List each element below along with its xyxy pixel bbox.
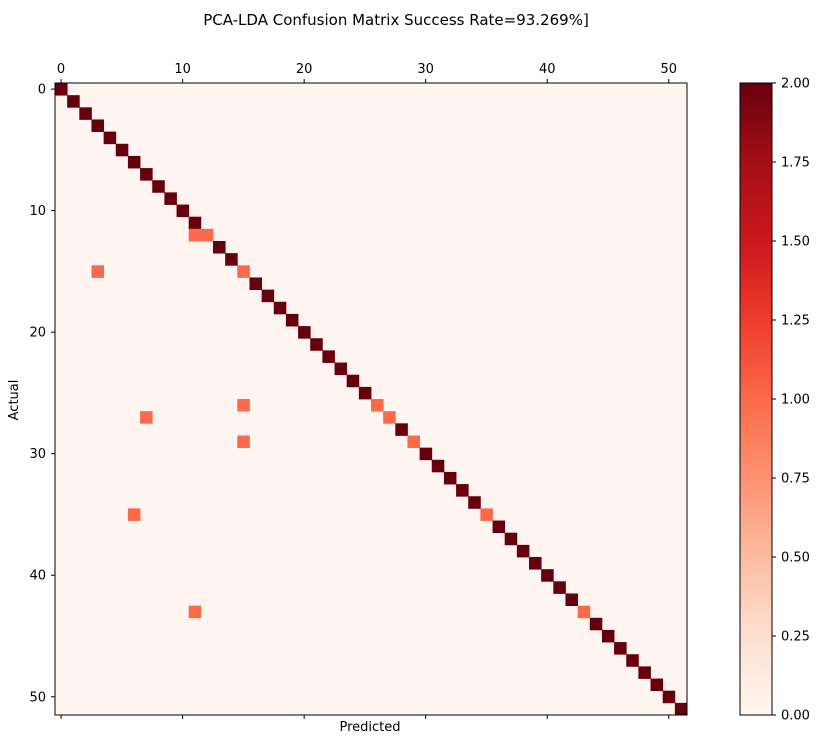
x-tick-label: 30 <box>417 62 434 77</box>
matrix-cell <box>516 544 530 558</box>
matrix-cell <box>237 399 250 412</box>
matrix-cell <box>200 228 214 242</box>
matrix-cell <box>431 459 445 473</box>
matrix-cell <box>565 593 579 607</box>
matrix-cell <box>237 435 250 449</box>
matrix-cell <box>55 83 68 96</box>
matrix-cell <box>285 313 299 327</box>
matrix-cell <box>298 326 311 339</box>
x-tick-label: 20 <box>296 62 313 77</box>
matrix-cell <box>662 690 676 704</box>
matrix-cell <box>310 338 323 351</box>
matrix-cell <box>650 678 664 692</box>
matrix-cell <box>443 471 457 485</box>
colorbar-tick-label: 1.25 <box>781 314 810 329</box>
matrix-frame <box>54 82 688 716</box>
matrix-cell <box>91 265 105 278</box>
matrix-cell <box>419 447 433 461</box>
matrix-cell <box>371 399 384 412</box>
matrix-cell <box>504 532 518 546</box>
y-axis-label: Actual <box>7 380 22 421</box>
x-axis-label: Predicted <box>339 720 400 735</box>
colorbar: 0.00 0.25 0.50 0.75 1.00 1.25 1.50 1.75 2.00 <box>739 77 810 724</box>
matrix-cell <box>67 95 80 108</box>
colorbar-gradient <box>739 82 773 716</box>
matrix-cell <box>577 605 591 619</box>
x-tick-label: 50 <box>660 62 677 77</box>
matrix-cell <box>674 702 688 716</box>
colorbar-tick-label: 1.75 <box>781 156 810 171</box>
colorbar-tick-label: 1.00 <box>781 393 810 408</box>
matrix-cell <box>115 143 129 157</box>
colorbar-tick-label: 2.00 <box>781 77 810 92</box>
matrix-cell <box>541 569 554 582</box>
matrix-cell <box>492 520 506 534</box>
matrix-cell <box>127 155 141 169</box>
matrix-cell <box>395 423 408 436</box>
matrix-cell <box>589 617 603 631</box>
matrix-cell <box>468 496 481 509</box>
y-tick-label: 30 <box>29 447 46 462</box>
matrix-cell <box>334 362 348 376</box>
matrix-cell <box>614 642 627 655</box>
y-tick-label: 50 <box>29 690 46 705</box>
matrix-cell <box>103 131 117 145</box>
matrix-cell <box>213 241 226 254</box>
matrix-cell <box>225 253 238 266</box>
matrix-cell <box>164 192 177 205</box>
matrix-cell <box>529 557 542 570</box>
matrix-cell <box>480 508 493 521</box>
matrix-cell <box>79 107 92 120</box>
matrix-cell <box>638 666 651 679</box>
matrix-cell <box>261 289 275 303</box>
matrix-cell <box>91 119 105 133</box>
y-tick-label: 10 <box>29 204 46 219</box>
matrix-cell <box>176 204 190 218</box>
matrix-cell <box>346 374 360 388</box>
matrix-cell <box>140 411 153 424</box>
matrix-cell <box>273 301 287 315</box>
matrix-cell <box>456 484 469 497</box>
matrix-cell <box>358 386 372 400</box>
matrix-cell <box>407 435 421 449</box>
x-tick-label: 0 <box>57 62 65 77</box>
matrix-cell <box>152 180 165 193</box>
x-tick-label: 40 <box>539 62 556 77</box>
colorbar-tick-label: 1.50 <box>781 235 810 250</box>
y-tick-label: 20 <box>29 326 46 341</box>
matrix-cell <box>383 411 396 424</box>
matrix-cell <box>188 605 202 619</box>
matrix-cell <box>249 277 263 291</box>
matrix-cell <box>127 508 141 521</box>
y-tick-label: 40 <box>29 569 46 584</box>
matrix-cell <box>188 216 202 230</box>
colorbar-tick-label: 0.75 <box>781 472 810 487</box>
colorbar-tick-label: 0.50 <box>781 551 810 566</box>
colorbar-tick-label: 0.00 <box>781 709 810 724</box>
matrix-cells <box>55 83 688 716</box>
chart-title: PCA-LDA Confusion Matrix Success Rate=93… <box>203 11 589 29</box>
matrix-cell <box>626 654 639 667</box>
matrix-cell <box>140 168 153 181</box>
matrix-cell <box>601 629 615 643</box>
matrix-cell <box>188 228 202 242</box>
matrix-cell <box>322 350 335 363</box>
y-tick-label: 0 <box>38 83 46 98</box>
matrix-axes: 0 10 20 30 40 50 0 10 20 30 40 50 <box>29 62 688 719</box>
x-tick-label: 10 <box>174 62 191 77</box>
colorbar-tick-label: 0.25 <box>781 630 810 645</box>
matrix-cell <box>237 265 250 278</box>
matrix-cell <box>553 581 566 594</box>
